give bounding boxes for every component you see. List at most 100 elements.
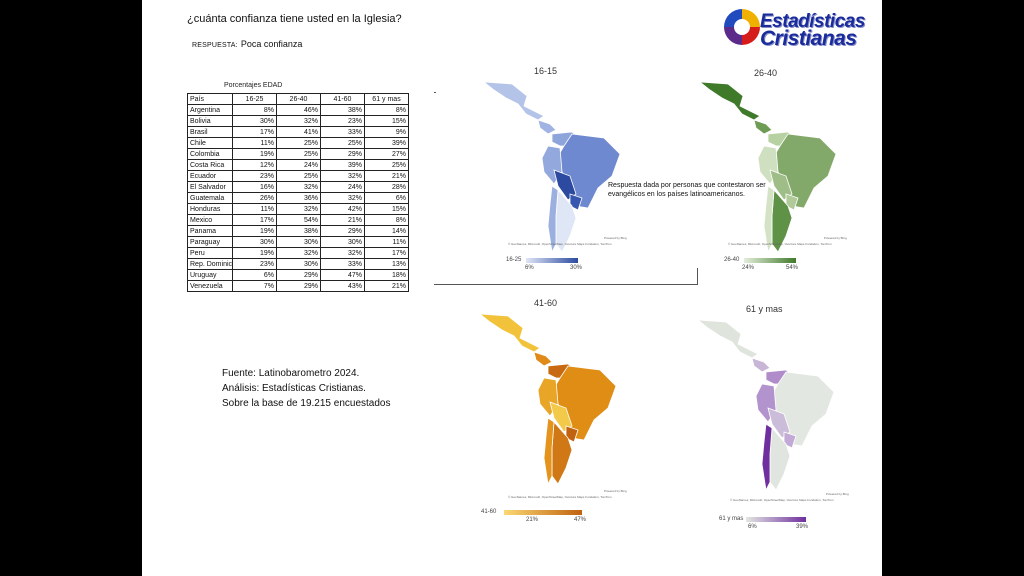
logo-text-1: Estadísticas (760, 11, 865, 32)
connector-line (697, 268, 698, 284)
response-line: RESPUESTA: Poca confianza (192, 39, 302, 49)
percent-cell: 29% (276, 280, 321, 292)
percent-cell: 21% (364, 170, 409, 182)
map-powered: Powered by Bing (824, 236, 847, 240)
percent-cell: 28% (364, 181, 409, 193)
percent-cell: 30% (232, 236, 277, 248)
percent-cell: 30% (232, 115, 277, 127)
table-row: Chile 11% 25% 25% 39% (187, 137, 409, 149)
table-row: Brasil 17% 41% 33% 9% (187, 126, 409, 138)
map-16-25 (482, 81, 621, 254)
map-credits: © GeoNames, Microsoft, OpenStreetMap, Ov… (728, 242, 832, 246)
country-cell: Rep. Dominicana (187, 258, 233, 270)
legend-min: 24% (742, 265, 755, 271)
connector-line (434, 92, 436, 93)
percent-cell: 38% (320, 104, 365, 116)
country-cell: Bolivia (187, 115, 233, 127)
country-cell: Paraguay (187, 236, 233, 248)
percent-cell: 43% (320, 280, 365, 292)
legend-min: 21% (526, 517, 539, 523)
percent-cell: 32% (276, 181, 321, 193)
percent-cell: 21% (320, 214, 365, 226)
legend-max: 47% (574, 517, 587, 523)
percent-cell: 8% (364, 214, 409, 226)
percent-cell: 15% (364, 203, 409, 215)
percent-cell: 25% (320, 137, 365, 149)
table-row: Colombia 19% 25% 29% 27% (187, 148, 409, 160)
map-title-41-60: 41-60 (534, 298, 558, 308)
header-cell: 26-40 (276, 93, 321, 105)
percent-cell: 13% (364, 258, 409, 270)
country-cell: Colombia (187, 148, 233, 160)
legend-label: 26-40 (724, 257, 740, 263)
table-header-row: País 16-25 26-40 41-60 61 y mas (187, 93, 409, 105)
percent-cell: 12% (232, 159, 277, 171)
table-row: Venezuela 7% 29% 43% 21% (187, 280, 409, 292)
table-row: Peru 19% 32% 32% 17% (187, 247, 409, 259)
percent-cell: 19% (232, 247, 277, 259)
header-cell: 61 y mas (364, 93, 409, 105)
legend-gradient (746, 517, 806, 522)
percent-cell: 39% (320, 159, 365, 171)
legend-gradient (526, 258, 578, 263)
response-value: Poca confianza (240, 39, 303, 49)
map-title-26-40: 26-40 (754, 68, 778, 78)
percent-cell: 11% (232, 137, 277, 149)
percent-cell: 8% (364, 104, 409, 116)
percent-cell: 29% (276, 269, 321, 281)
table-row: Ecuador 23% 25% 32% 21% (187, 170, 409, 182)
map-title-16-25: 16-15 (534, 66, 558, 76)
table-row: Rep. Dominicana23%30%33%13% (187, 258, 409, 270)
percent-cell: 25% (276, 137, 321, 149)
percent-cell: 54% (276, 214, 321, 226)
survey-question: ¿cuánta confianza tiene usted en la Igle… (187, 13, 402, 25)
percent-cell: 25% (364, 159, 409, 171)
percent-cell: 17% (364, 247, 409, 259)
table-row: Honduras 11% 32% 42% 15% (187, 203, 409, 215)
connector-line (434, 284, 698, 285)
percent-cell: 33% (320, 258, 365, 270)
percent-cell: 24% (276, 159, 321, 171)
map-powered: Powered by Bing (826, 492, 849, 496)
country-cell: El Salvador (187, 181, 233, 193)
percent-cell: 32% (320, 192, 365, 204)
percent-cell: 32% (276, 247, 321, 259)
legend-max: 39% (796, 524, 809, 530)
header-cell: 41-60 (320, 93, 365, 105)
analysis-line: Análisis: Estadísticas Cristianas. (222, 383, 366, 394)
percent-cell: 21% (364, 280, 409, 292)
percent-cell: 24% (320, 181, 365, 193)
percent-cell: 42% (320, 203, 365, 215)
percent-cell: 11% (232, 203, 277, 215)
percent-cell: 32% (320, 247, 365, 259)
percent-cell: 32% (276, 115, 321, 127)
country-cell: Chile (187, 137, 233, 149)
source-note: Fuente: Latinobarometro 2024. Análisis: … (222, 366, 390, 411)
percent-cell: 7% (232, 280, 277, 292)
legend-gradient (504, 510, 582, 515)
map-title-61-plus: 61 y mas (746, 304, 783, 314)
table-row: Guatemala 26% 36% 32% 6% (187, 192, 409, 204)
table-row: Argentina 8% 46% 38% 8% (187, 104, 409, 116)
percent-cell: 6% (364, 192, 409, 204)
percent-cell: 23% (232, 170, 277, 182)
map-credits: © GeoNames, Microsoft, OpenStreetMap, Ov… (508, 242, 612, 246)
percent-cell: 11% (364, 236, 409, 248)
legend-label: 61 y mas (719, 516, 744, 522)
country-cell: Costa Rica (187, 159, 233, 171)
map-credits: © GeoNames, Microsoft, OpenStreetMap, Ov… (730, 498, 834, 502)
logo-text-2: Cristianas (760, 27, 857, 50)
country-cell: Brasil (187, 126, 233, 138)
legend-min: 6% (748, 524, 757, 530)
percent-cell: 32% (320, 170, 365, 182)
percent-cell: 46% (276, 104, 321, 116)
percent-cell: 41% (276, 126, 321, 138)
percent-cell: 39% (364, 137, 409, 149)
percent-cell: 29% (320, 225, 365, 237)
brand-logo: Estadísticas Cristianas (720, 3, 872, 51)
map-41-60 (478, 313, 617, 486)
percent-cell: 26% (232, 192, 277, 204)
legend-label: 41-60 (481, 509, 497, 515)
table-row: Costa Rica 12% 24% 39% 25% (187, 159, 409, 171)
legend-max: 54% (786, 265, 799, 271)
